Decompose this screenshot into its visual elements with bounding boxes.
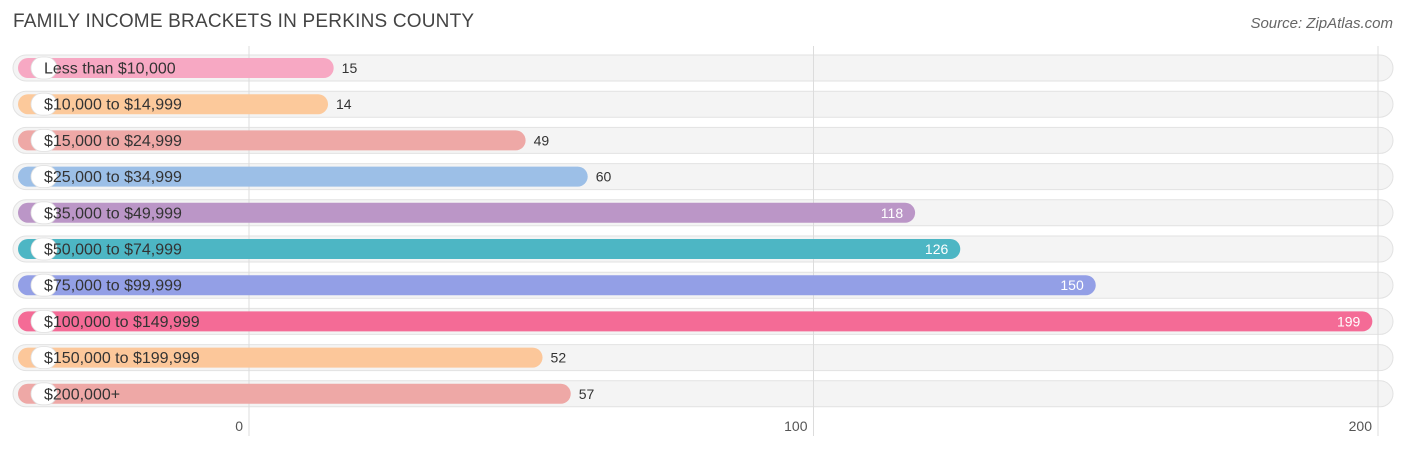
bar	[18, 58, 334, 78]
bars: Less than $10,000 15 $10,000 to $14,999 14 $…	[18, 56, 1373, 406]
value-label: 126	[925, 241, 949, 257]
category-label: $50,000 to $74,999	[44, 242, 182, 259]
category-label-pill	[30, 273, 58, 297]
category-label-pill	[30, 346, 58, 370]
value-label: 199	[1337, 313, 1361, 329]
value-label: 118	[881, 205, 904, 221]
value-label: 150	[1060, 277, 1084, 293]
bar	[18, 202, 916, 223]
category-label-pill	[30, 92, 58, 116]
chart-title: FAMILY INCOME BRACKETS IN PERKINS COUNTY	[13, 11, 475, 32]
value-label: 14	[336, 96, 352, 112]
row-background	[12, 90, 1394, 118]
row-background	[12, 54, 1394, 82]
category-label: $75,000 to $99,999	[44, 278, 182, 295]
bar	[18, 347, 543, 368]
bar	[18, 239, 961, 259]
bar	[18, 166, 588, 187]
category-label-pill	[30, 237, 58, 261]
bar	[18, 130, 526, 151]
category-label: $200,000+	[44, 386, 120, 403]
category-label-pill	[30, 56, 58, 80]
category-label-pill	[30, 309, 58, 333]
x-tick-label: 0	[235, 418, 243, 434]
category-label: $25,000 to $34,999	[44, 169, 182, 186]
category-label: $150,000 to $199,999	[44, 350, 200, 367]
category-label: $15,000 to $24,999	[44, 133, 182, 150]
category-label: $100,000 to $149,999	[44, 314, 200, 331]
bar	[18, 311, 1373, 332]
bar	[18, 383, 571, 404]
bar	[18, 94, 329, 115]
category-label-pill	[30, 165, 58, 189]
category-label: $10,000 to $14,999	[44, 97, 182, 114]
category-label: Less than $10,000	[44, 61, 176, 78]
value-label: 52	[551, 350, 567, 366]
bar	[18, 275, 1096, 296]
value-label: 15	[342, 60, 358, 76]
value-label: 49	[534, 132, 550, 148]
x-tick-label: 200	[1349, 418, 1373, 434]
x-axis: 0 100 200	[235, 418, 1372, 434]
value-label: 57	[579, 386, 595, 402]
category-label-pill	[30, 128, 58, 152]
value-label: 60	[596, 169, 612, 185]
category-label-pill	[30, 201, 58, 225]
chart-source: Source: ZipAtlas.com	[1250, 15, 1393, 32]
x-tick-label: 100	[784, 418, 808, 434]
category-label: $35,000 to $49,999	[44, 205, 182, 222]
category-label-pill	[30, 382, 58, 406]
